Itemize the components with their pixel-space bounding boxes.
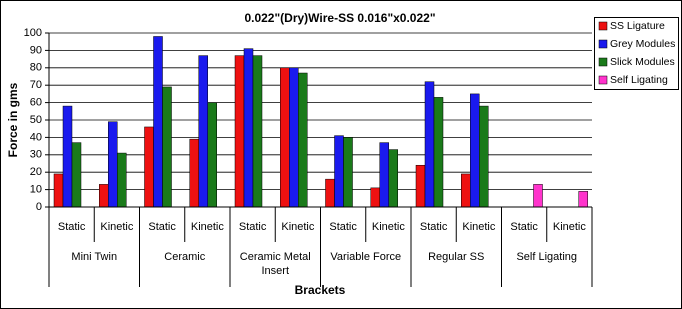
bar	[461, 173, 471, 208]
legend-swatch	[598, 57, 608, 67]
x-tick-label: Static	[420, 221, 448, 233]
bar	[189, 138, 199, 208]
bar	[298, 72, 308, 208]
x-tick-label: Kinetic	[191, 221, 225, 233]
bar	[334, 135, 344, 208]
legend-label: Slick Modules	[610, 56, 675, 68]
x-tick-label: Static	[239, 221, 267, 233]
legend-label: SS Ligature	[610, 20, 665, 32]
group-label: Self Ligating	[516, 251, 578, 263]
bar	[433, 97, 444, 208]
x-tick-label: Kinetic	[100, 221, 134, 233]
bar	[280, 67, 290, 208]
x-tick-label: Kinetic	[462, 221, 496, 233]
x-tick-label: Kinetic	[372, 221, 406, 233]
group-label: Regular SS	[428, 251, 485, 263]
x-tick-label: Static	[510, 221, 538, 233]
legend-label: Self Ligating	[610, 74, 668, 86]
bar	[388, 149, 398, 208]
bar	[71, 142, 82, 208]
x-tick-label: Kinetic	[281, 221, 315, 233]
bar	[252, 55, 263, 208]
legend-swatch	[598, 21, 608, 31]
bar	[108, 121, 118, 208]
y-tick-label: 30	[30, 149, 42, 161]
y-tick-label: 70	[30, 79, 42, 91]
group-label: Ceramic Metal Insert	[239, 251, 311, 277]
y-tick-label: 50	[30, 114, 42, 126]
bar	[343, 137, 353, 208]
y-tick-label: 0	[36, 201, 42, 213]
y-tick-label: 100	[24, 27, 42, 39]
y-tick-label: 40	[30, 131, 42, 143]
bar	[198, 55, 208, 208]
x-tick-label: Kinetic	[553, 221, 587, 233]
legend-swatch	[598, 75, 608, 85]
bar	[53, 173, 64, 208]
bar	[153, 36, 163, 208]
chart-title: 0.022"(Dry)Wire-SS 0.016"x0.022"	[244, 11, 435, 25]
bar	[144, 126, 154, 208]
bar	[325, 178, 335, 208]
bar	[415, 164, 426, 208]
legend	[594, 17, 679, 90]
bar	[62, 105, 73, 208]
group-label: Ceramic	[164, 251, 206, 263]
bar	[162, 86, 172, 208]
y-tick-label: 10	[30, 184, 42, 196]
bar	[470, 93, 480, 208]
bar	[207, 102, 217, 208]
x-tick-label: Static	[329, 221, 357, 233]
y-axis-title: Force in gms	[6, 82, 20, 157]
bar	[479, 105, 489, 208]
y-tick-label: 90	[30, 44, 42, 56]
group-label: Mini Twin	[71, 251, 118, 263]
y-tick-label: 60	[30, 97, 42, 109]
bar	[117, 152, 127, 208]
bar	[99, 184, 109, 208]
bar	[424, 81, 435, 208]
bar	[243, 48, 254, 208]
bar	[289, 67, 299, 208]
x-tick-label: Static	[148, 221, 176, 233]
x-tick-label: Static	[58, 221, 86, 233]
bar	[370, 187, 380, 208]
bar	[578, 191, 588, 208]
y-tick-label: 20	[30, 166, 42, 178]
legend-swatch	[598, 39, 608, 49]
x-axis-title: Brackets	[295, 283, 346, 297]
group-label: Variable Force	[330, 251, 402, 263]
legend-label: Grey Modules	[610, 38, 675, 50]
bar	[533, 184, 543, 208]
y-tick-label: 80	[30, 62, 42, 74]
bar	[379, 142, 389, 208]
bar	[234, 55, 245, 208]
